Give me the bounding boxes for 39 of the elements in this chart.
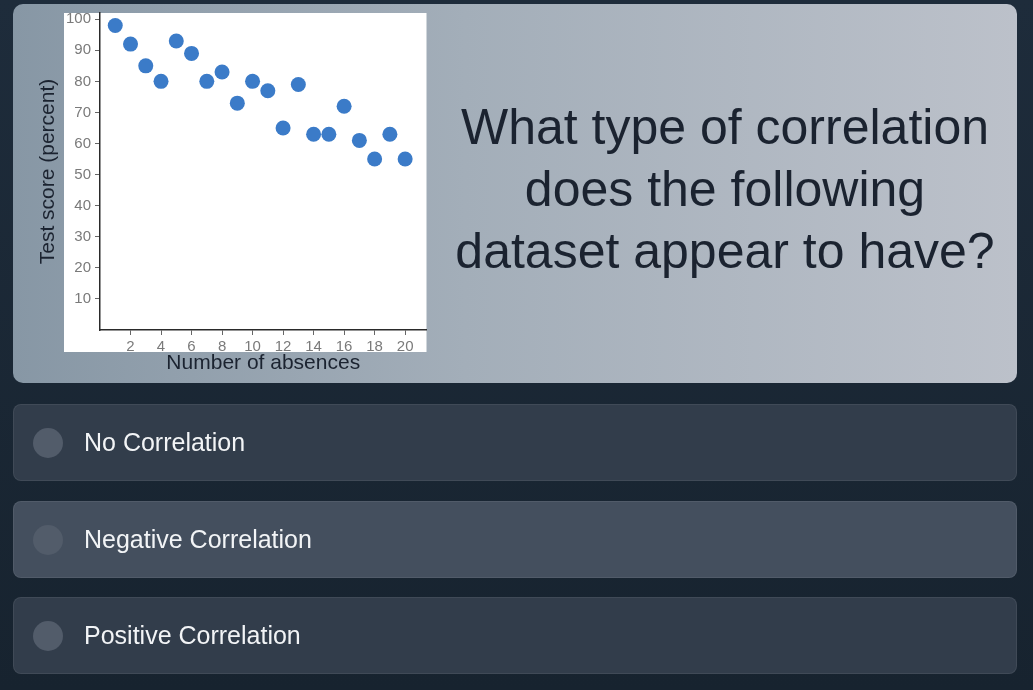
y-tick-label: 50 [74,164,91,182]
point [397,151,413,167]
y-tick-label: 30 [74,226,91,244]
x-tick-label: 2 [126,337,135,355]
answer-option: Negative Correlation [13,500,1017,578]
y-tick-label: 60 [74,133,91,151]
point [153,73,169,89]
point [138,58,154,74]
y-tick-label: 100 [65,9,91,27]
point [321,126,337,142]
answer-option: No Correlation [13,404,1017,481]
y-tick-label: 90 [74,40,91,58]
text: What type of correlation does the following dataset appear to have? [454,98,996,281]
point [168,33,184,49]
point [107,17,123,33]
point [229,95,245,111]
point [336,98,352,114]
point [245,73,261,89]
x-tick-label: 20 [396,337,414,355]
y-axis-title: Test score (percent) [35,78,59,265]
point [123,36,139,52]
point [184,45,200,61]
point [260,83,276,99]
y-tick-label: 20 [74,257,91,275]
y-tick-label: 70 [74,102,91,120]
y-tick-label: 80 [74,71,91,89]
point [290,76,306,92]
answer-option: Positive Correlation [13,597,1017,674]
point [275,120,291,136]
x-tick-label: 18 [366,337,383,355]
point [351,132,367,148]
x-tick-label: 4 [156,337,166,355]
point [367,151,383,167]
y-tick-label: 40 [74,195,91,213]
y-tick-label: 10 [74,289,91,307]
point [382,126,398,142]
point [199,73,215,89]
point [306,126,322,142]
point [214,64,230,80]
